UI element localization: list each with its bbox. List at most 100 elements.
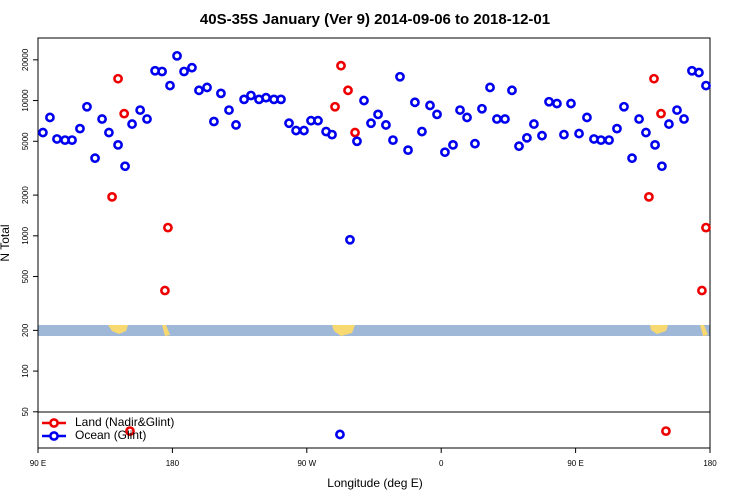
point bbox=[522, 132, 532, 143]
point bbox=[566, 98, 576, 109]
point bbox=[440, 147, 450, 158]
point bbox=[104, 127, 114, 138]
point bbox=[113, 140, 123, 150]
point bbox=[67, 135, 77, 146]
point bbox=[345, 234, 355, 245]
x-tick-label: 180 bbox=[166, 459, 180, 468]
point bbox=[119, 108, 130, 119]
point bbox=[284, 118, 294, 129]
land-shape bbox=[332, 325, 355, 336]
point bbox=[202, 82, 212, 93]
x-axis-label: Longitude (deg E) bbox=[327, 476, 422, 490]
y-tick-label: 50 bbox=[21, 407, 30, 416]
point bbox=[239, 94, 249, 105]
point bbox=[485, 82, 495, 93]
y-tick-label: 5000 bbox=[21, 132, 30, 150]
point bbox=[172, 50, 182, 61]
x-tick-label: 0 bbox=[439, 459, 444, 468]
x-tick-label: 90 W bbox=[297, 459, 316, 468]
y-tick-label: 10000 bbox=[21, 89, 30, 112]
legend-label: Ocean (Glint) bbox=[75, 428, 146, 442]
y-tick-label: 500 bbox=[21, 269, 30, 283]
point bbox=[160, 285, 170, 296]
point bbox=[537, 130, 547, 141]
land-shape bbox=[108, 325, 128, 334]
x-tick-label: 90 E bbox=[30, 459, 46, 468]
point bbox=[291, 125, 301, 136]
x-tick-label: 90 E bbox=[567, 459, 583, 468]
point bbox=[574, 128, 584, 139]
point bbox=[135, 105, 146, 115]
point bbox=[125, 426, 135, 436]
point bbox=[641, 127, 651, 138]
point bbox=[514, 141, 524, 152]
point bbox=[336, 60, 346, 71]
point bbox=[113, 73, 123, 84]
point bbox=[97, 114, 107, 124]
point bbox=[299, 125, 309, 136]
point bbox=[276, 94, 286, 105]
legend-label: Land (Nadir&Glint) bbox=[75, 415, 174, 429]
legend-marker bbox=[49, 431, 59, 441]
point bbox=[359, 95, 369, 106]
point bbox=[701, 80, 711, 91]
point bbox=[410, 97, 420, 108]
point bbox=[163, 222, 173, 233]
point bbox=[470, 138, 480, 149]
point bbox=[634, 114, 644, 124]
point bbox=[350, 127, 360, 138]
point bbox=[661, 426, 671, 436]
x-tick-label: 180 bbox=[703, 459, 717, 468]
point bbox=[627, 153, 637, 164]
y-tick-label: 1000 bbox=[21, 226, 30, 244]
point bbox=[75, 123, 85, 134]
y-tick-label: 100 bbox=[21, 364, 30, 378]
point bbox=[650, 140, 660, 150]
point bbox=[425, 100, 435, 111]
point bbox=[313, 115, 323, 126]
point bbox=[335, 429, 345, 440]
point bbox=[381, 120, 391, 130]
point bbox=[90, 153, 100, 164]
point bbox=[604, 135, 614, 146]
point bbox=[194, 85, 204, 96]
plot-frame bbox=[37, 37, 711, 449]
point bbox=[477, 103, 487, 114]
point bbox=[664, 119, 674, 129]
point bbox=[544, 96, 554, 107]
point bbox=[462, 112, 472, 123]
point bbox=[82, 101, 92, 112]
point bbox=[388, 135, 398, 146]
y-tick-label: 2000 bbox=[21, 186, 30, 204]
point bbox=[500, 114, 510, 124]
point bbox=[330, 101, 340, 112]
point bbox=[395, 71, 405, 82]
point bbox=[644, 191, 654, 202]
point bbox=[261, 92, 271, 103]
point bbox=[619, 101, 629, 112]
point bbox=[529, 119, 539, 129]
y-axis-label: N Total bbox=[0, 224, 12, 261]
point bbox=[187, 62, 197, 73]
point bbox=[697, 285, 707, 296]
land-shape bbox=[700, 325, 708, 336]
point bbox=[246, 90, 256, 101]
point bbox=[448, 140, 458, 150]
point bbox=[656, 108, 666, 119]
point bbox=[366, 118, 376, 129]
point bbox=[373, 109, 383, 120]
point bbox=[209, 116, 219, 127]
point bbox=[157, 66, 167, 77]
point bbox=[657, 161, 667, 172]
y-tick-label: 20000 bbox=[21, 48, 30, 71]
point bbox=[142, 114, 152, 124]
ocean-strip bbox=[38, 325, 710, 336]
point bbox=[679, 114, 689, 124]
point bbox=[507, 85, 517, 96]
point bbox=[45, 112, 55, 123]
point bbox=[552, 98, 562, 109]
point bbox=[165, 80, 175, 91]
point bbox=[179, 66, 189, 77]
point bbox=[231, 120, 241, 130]
map-strip bbox=[38, 325, 710, 336]
